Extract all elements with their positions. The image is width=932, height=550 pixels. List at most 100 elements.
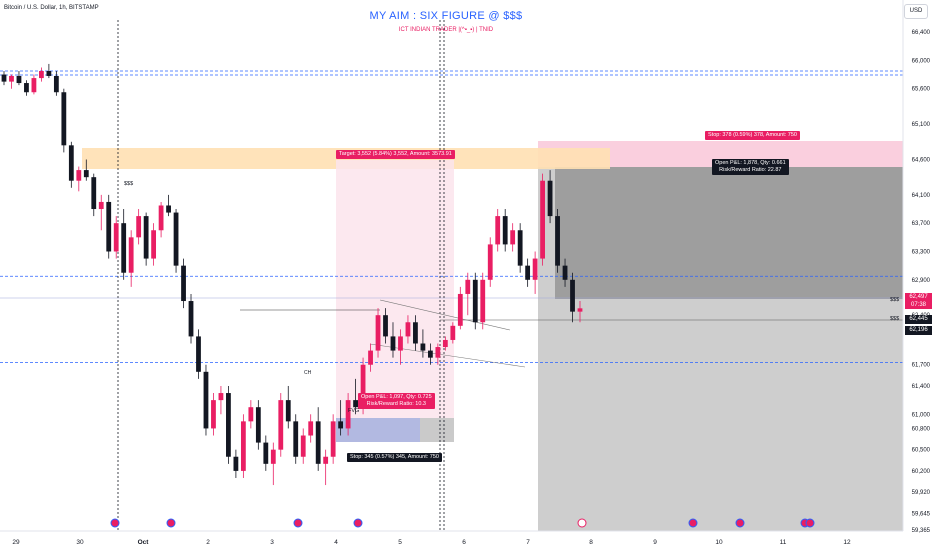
event-flag-icon — [577, 518, 587, 528]
candle-body-43 — [323, 456, 329, 464]
candle-body-8 — [61, 92, 67, 146]
candlesticks — [1, 63, 583, 486]
candle-body-4 — [31, 78, 37, 93]
candle-body-46 — [345, 400, 351, 429]
x-tick-13: 12 — [843, 539, 851, 546]
candle-body-37 — [278, 400, 284, 450]
x-tick-8: 7 — [526, 539, 530, 546]
open-bottom-rr: Risk/Reward Ratio: 10.3 — [366, 401, 426, 407]
candle-body-70 — [525, 265, 531, 280]
candle-body-71 — [532, 258, 538, 280]
candle-body-0 — [1, 74, 7, 82]
candle-body-1 — [9, 75, 14, 82]
y-tick-3: 65,100 — [912, 122, 931, 128]
open-bottom-label: Open P&L: 1,097, Qty: 0.725 Risk/Reward … — [358, 393, 435, 409]
candle-body-51 — [383, 315, 388, 337]
target-label: Target: 3,552 (5.84%) 3,552, Amount: 357… — [336, 150, 455, 159]
y-tick-1: 66,000 — [912, 58, 931, 64]
candle-body-68 — [510, 230, 516, 245]
candle-body-49 — [368, 350, 373, 365]
event-flag-icon — [293, 518, 303, 528]
x-tick-4: 3 — [270, 539, 274, 546]
candle-body-66 — [495, 216, 501, 245]
open-top-rr: Risk/Reward Ratio: 22.87 — [719, 167, 782, 173]
candle-body-34 — [255, 407, 261, 443]
candle-body-22 — [166, 205, 171, 213]
gray-zone-bottom — [420, 418, 454, 442]
candle-body-48 — [360, 364, 366, 408]
candle-body-27 — [203, 371, 209, 429]
open-top-label: Open P&L: 1,878, Qty: 0.661 Risk/Reward … — [712, 159, 789, 175]
countdown-label: 07:38 — [905, 301, 932, 309]
candle-body-13 — [98, 201, 104, 210]
y-tick-11: 61,400 — [912, 384, 931, 390]
stop-bottom-label: Stop: 345 (0.57%) 345, Amount: 750 — [347, 453, 442, 462]
candle-body-65 — [487, 244, 493, 280]
candle-body-5 — [39, 71, 44, 79]
symbol-header: Bitcoin / U.S. Dollar, 1h, BITSTAMP — [4, 5, 99, 11]
candle-body-72 — [540, 180, 545, 259]
open-top-pnl: Open P&L: 1,878, Qty: 0.661 — [715, 160, 786, 166]
candle-body-12 — [91, 177, 97, 210]
profit-zone-bottom — [336, 160, 454, 418]
candle-body-26 — [196, 336, 201, 372]
candle-body-35 — [263, 442, 269, 464]
candle-body-56 — [420, 343, 426, 351]
candle-body-45 — [338, 421, 344, 429]
candle-body-73 — [547, 180, 553, 217]
chart-subtitle: ICT INDIAN TRADER |(^▪_▪) | TNID — [398, 27, 494, 33]
candle-body-42 — [315, 421, 321, 464]
position-zones — [82, 141, 903, 531]
candle-body-25 — [188, 301, 194, 337]
candle-body-77 — [577, 308, 583, 312]
x-tick-12: 11 — [780, 539, 787, 546]
stop-top-label: Stop: 378 (0.59%) 378, Amount: 750 — [705, 131, 800, 140]
y-tick-7: 63,300 — [912, 249, 931, 255]
x-tick-10: 9 — [653, 539, 657, 546]
candle-body-7 — [53, 75, 59, 93]
candle-body-19 — [143, 216, 149, 259]
candle-body-32 — [240, 421, 246, 471]
event-flag-icon — [735, 518, 745, 528]
candle-body-47 — [353, 400, 358, 408]
level-lines — [0, 20, 903, 530]
y-tick-17: 59,645 — [912, 511, 931, 517]
y-tick-13: 60,800 — [912, 426, 931, 432]
candle-body-62 — [465, 279, 471, 294]
y-tick-8: 62,900 — [912, 278, 931, 284]
y-tick-18: 59,365 — [912, 528, 931, 534]
candle-body-9 — [68, 145, 74, 181]
candle-body-53 — [398, 336, 403, 351]
wedge-lower — [369, 343, 526, 368]
y-tick-14: 60,500 — [912, 448, 931, 454]
price-axis-bg — [903, 0, 932, 550]
y-tick-15: 60,200 — [912, 469, 931, 475]
liquidity-label-2: $$$ — [890, 297, 900, 303]
candle-body-63 — [472, 279, 478, 323]
candle-body-33 — [248, 407, 254, 422]
currency-button[interactable]: USD — [904, 4, 928, 19]
candle-body-10 — [76, 170, 82, 181]
y-tick-16: 59,920 — [912, 490, 931, 496]
candle-body-21 — [158, 205, 164, 231]
open-pnl-zone — [555, 167, 903, 299]
x-tick-3: 2 — [206, 539, 210, 546]
candle-body-69 — [517, 230, 523, 266]
candle-body-15 — [113, 223, 119, 252]
candle-body-36 — [270, 449, 276, 464]
candle-body-54 — [405, 322, 411, 337]
candle-body-61 — [457, 293, 463, 326]
candle-body-58 — [435, 347, 441, 358]
candle-body-76 — [570, 279, 575, 312]
candle-body-44 — [330, 421, 336, 457]
liquidity-label-1: $$$ — [124, 181, 134, 187]
candle-body-11 — [83, 170, 89, 178]
x-tick-1: 30 — [76, 539, 84, 546]
candle-body-64 — [480, 279, 486, 323]
current-price-label: 62,497 — [905, 293, 932, 301]
event-flag-icon — [353, 518, 363, 528]
event-flag-icon — [805, 518, 815, 528]
open-bottom-pnl: Open P&L: 1,097, Qty: 0.725 — [361, 394, 432, 400]
candle-body-31 — [233, 456, 239, 471]
